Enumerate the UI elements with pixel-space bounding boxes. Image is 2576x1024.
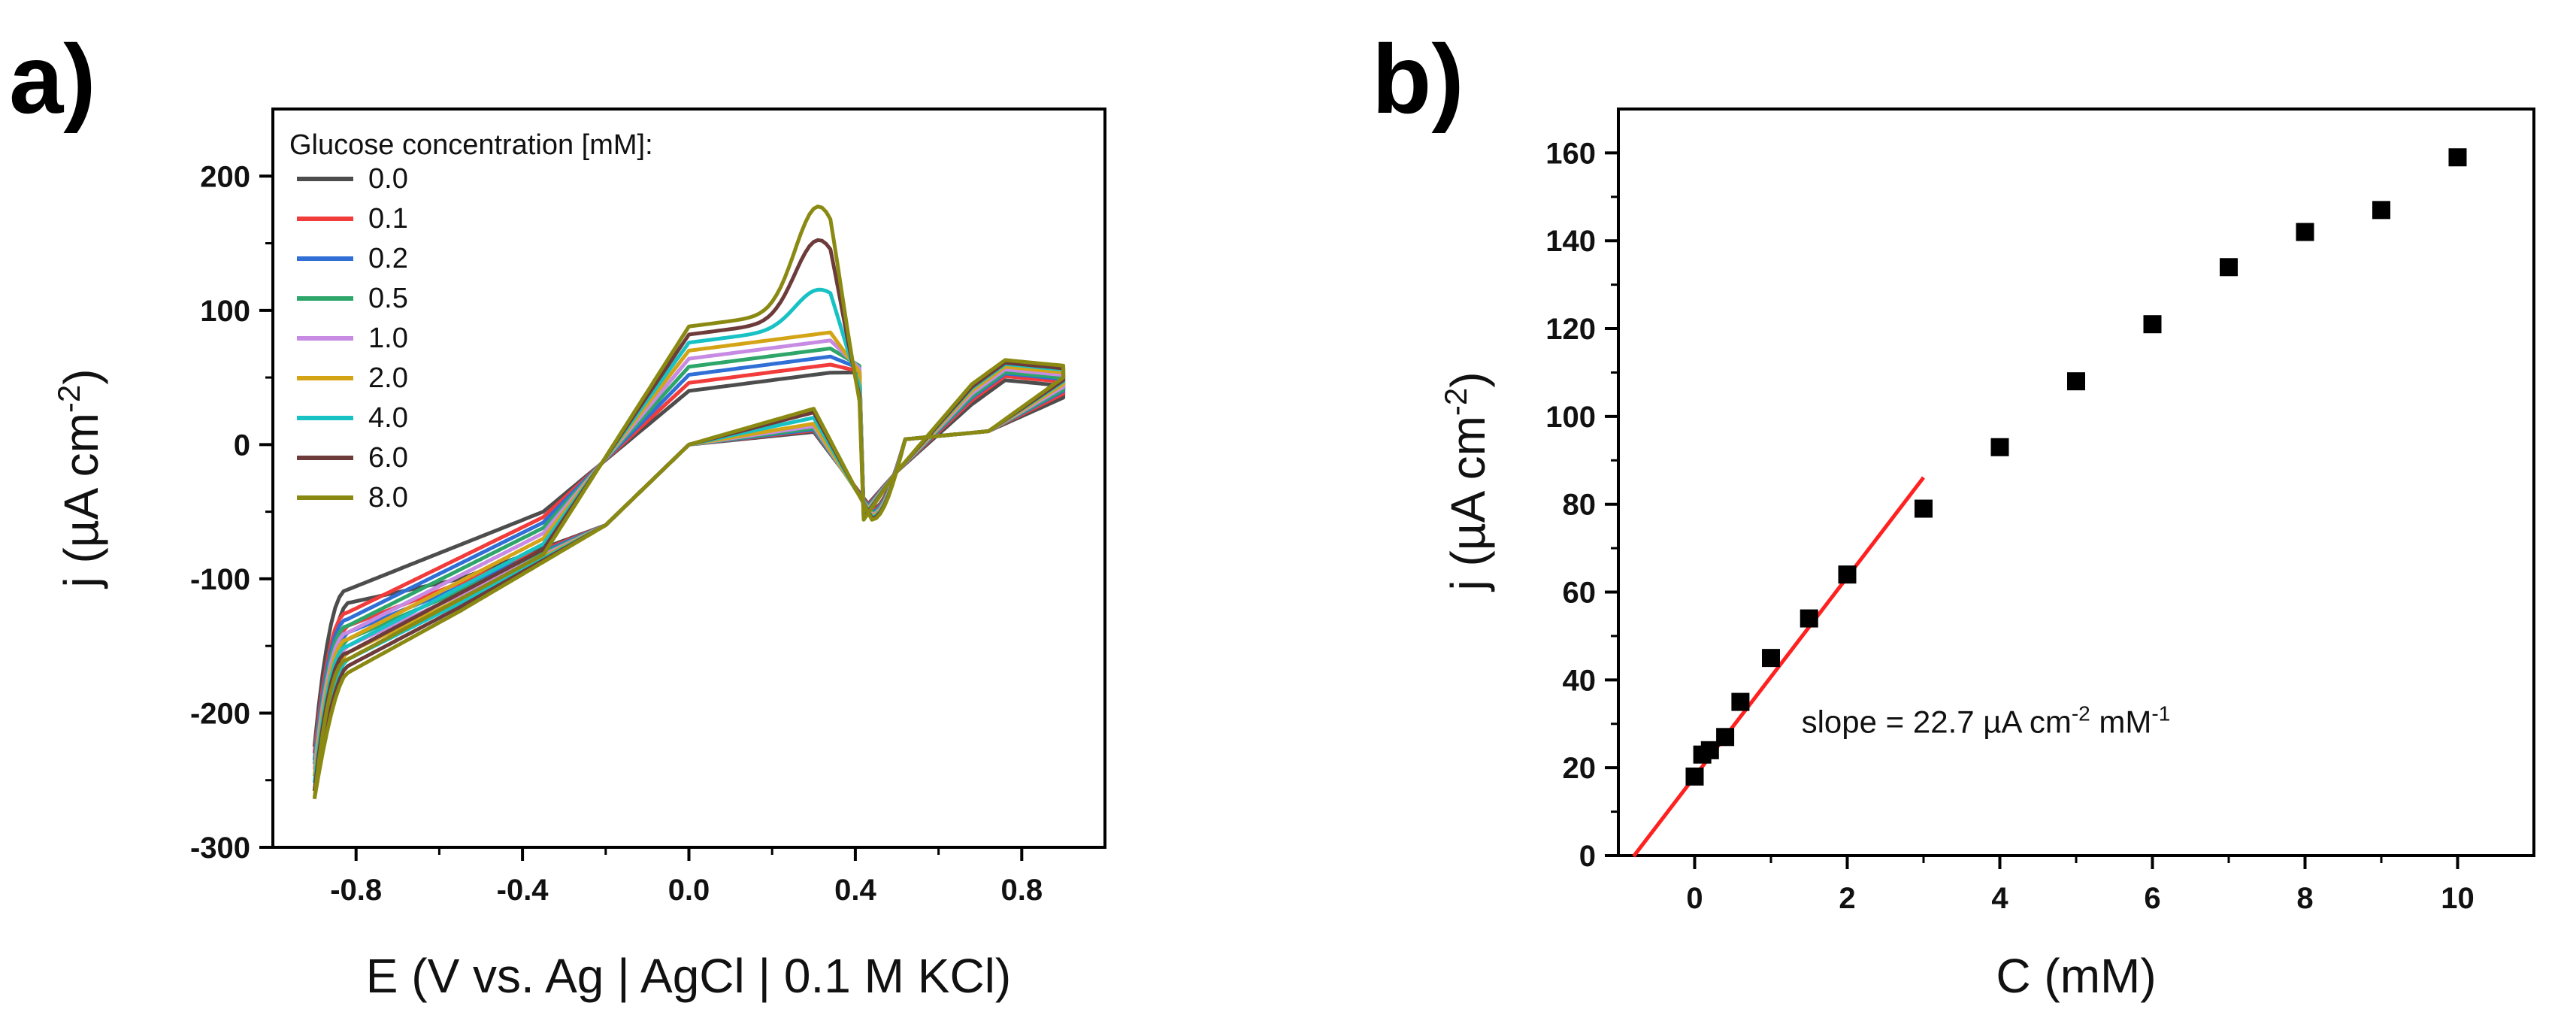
data-point (1915, 499, 1933, 518)
panel-a: a) -0.8 -0.4 0.0 0.4 0.8 -300 -200 -100 0 100 200… (9, 24, 1106, 1003)
panel-b-points (1685, 148, 2467, 786)
legend-label: 8.0 (368, 482, 408, 514)
data-point (2296, 223, 2314, 241)
x-tick-label: -0.8 (330, 874, 382, 907)
y-tick-label: -100 (190, 563, 250, 596)
cv-curve-4-0 (312, 287, 1066, 783)
cv-curve-6-0 (312, 238, 1066, 792)
data-point (1700, 741, 1719, 759)
data-point (1762, 649, 1780, 668)
data-point (1685, 767, 1704, 786)
legend-label: 6.0 (368, 442, 408, 474)
cv-curve-0-0 (312, 370, 1066, 747)
panel-a-legend-title: Glucose concentration [mM]: (289, 129, 653, 161)
data-point (1800, 609, 1818, 628)
panel-a-x-axis-title: E (V vs. Ag | AgCl | 0.1 M KCl) (366, 949, 1011, 1003)
x-tick-label: 0.8 (1000, 874, 1043, 907)
data-point (2143, 315, 2162, 334)
x-tick-label: 8 (2296, 882, 2313, 915)
y-tick-label: 0 (234, 429, 250, 462)
y-tick-label: 120 (1545, 313, 1596, 346)
legend-label: 2.0 (368, 362, 408, 394)
x-tick-label: 2 (1839, 882, 1855, 915)
data-point (1731, 692, 1750, 711)
x-tick-label: 0 (1686, 882, 1703, 915)
y-tick-label: 100 (1545, 401, 1596, 434)
x-tick-label: -0.4 (497, 874, 549, 907)
cv-curve-8-0 (312, 204, 1066, 800)
legend-label: 0.5 (368, 283, 408, 314)
x-tick-label: 0.4 (834, 874, 876, 907)
panel-b-plot-frame (1617, 108, 2535, 857)
x-tick-label: 0.0 (668, 874, 710, 907)
panel-a-label: a) (9, 24, 96, 134)
panel-a-curves (312, 204, 1066, 800)
legend-label: 0.1 (368, 203, 408, 235)
panel-b-x-axis-title: C (mM) (1996, 949, 2156, 1003)
legend-label: 0.2 (368, 243, 408, 274)
y-tick-label: 160 (1545, 137, 1596, 170)
y-tick-label: 200 (200, 160, 250, 193)
panel-a-x-axis: -0.8 -0.4 0.0 0.4 0.8 (330, 847, 1043, 907)
panel-a-y-axis-title: j (µA cm-2) (51, 368, 108, 589)
panel-a-y-axis: -300 -200 -100 0 100 200 (190, 160, 273, 865)
y-tick-label: 100 (200, 295, 250, 328)
panel-b: b) 0 2 4 6 8 10 0 20 40 60 80 100 120 140 160 slope =… (1372, 24, 2535, 1003)
y-tick-label: 0 (1579, 840, 1596, 873)
legend-label: 0.0 (368, 163, 408, 195)
x-tick-label: 10 (2441, 882, 2475, 915)
data-point (1838, 565, 1857, 584)
data-point (2372, 201, 2390, 220)
data-point (1716, 728, 1735, 747)
panel-b-x-axis: 0 2 4 6 8 10 (1686, 856, 2475, 915)
legend-label: 4.0 (368, 402, 408, 434)
cv-curve-1-0 (312, 338, 1066, 770)
cv-curve-2-0 (312, 330, 1066, 777)
y-tick-label: -300 (190, 832, 250, 865)
y-tick-label: -200 (190, 697, 250, 730)
panel-b-slope-annotation: slope = 22.7 µA cm-2 mM-1 (1802, 701, 2171, 739)
x-tick-label: 6 (2144, 882, 2160, 915)
y-tick-label: 40 (1563, 664, 1597, 697)
y-tick-label: 140 (1545, 225, 1596, 258)
legend-label: 1.0 (368, 323, 408, 354)
panel-a-legend: Glucose concentration [mM]: 0.0 0.1 0.2 0.5… (289, 129, 653, 514)
panel-b-y-axis: 0 20 40 60 80 100 120 140 160 (1545, 137, 1618, 873)
panel-b-y-axis-title: j (µA cm-2) (1438, 371, 1495, 592)
x-tick-label: 4 (1991, 882, 2008, 915)
y-tick-label: 20 (1563, 752, 1597, 785)
panel-b-label: b) (1372, 24, 1464, 134)
y-tick-label: 60 (1563, 577, 1597, 610)
data-point (2448, 148, 2467, 167)
data-point (2067, 372, 2085, 391)
data-point (2220, 258, 2238, 277)
data-point (1990, 438, 2009, 456)
y-tick-label: 80 (1563, 489, 1597, 522)
